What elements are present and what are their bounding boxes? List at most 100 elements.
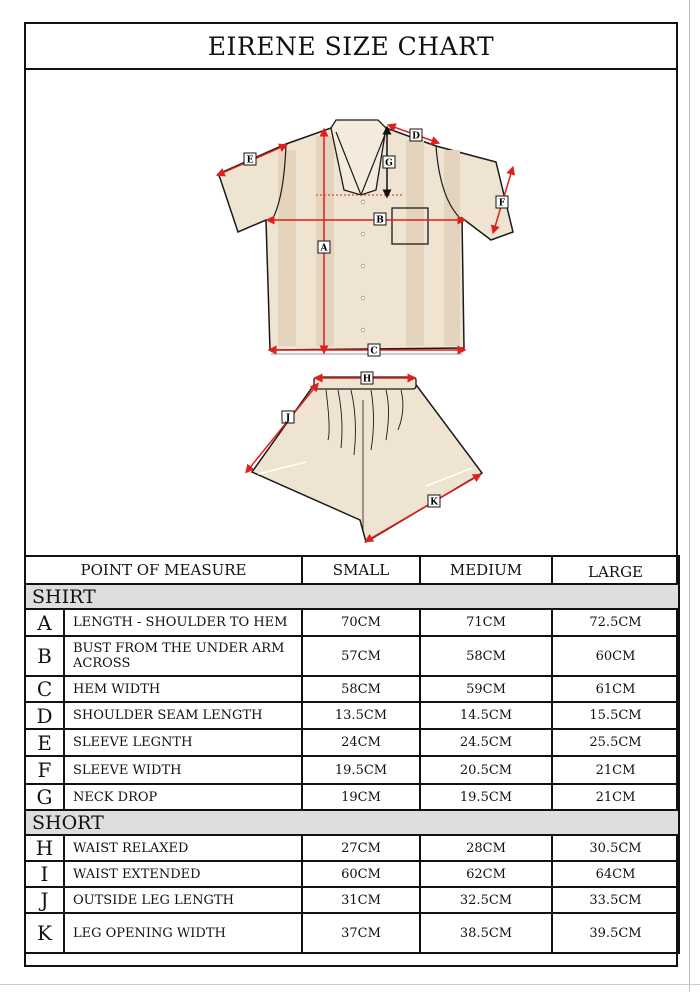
diagram-label-h: H	[360, 371, 374, 385]
value-large: 30.5CM	[551, 834, 680, 862]
diagram-label-b: B	[373, 212, 387, 226]
value-medium: 20.5CM	[419, 755, 553, 785]
header-medium: MEDIUM	[419, 555, 553, 585]
value-medium: 28CM	[419, 834, 553, 862]
value-small: 37CM	[301, 912, 421, 954]
measure-code: H	[24, 834, 65, 862]
value-medium: 38.5CM	[419, 912, 553, 954]
diagram-label-text: A	[320, 244, 329, 254]
diagram-label-g: G	[382, 155, 396, 169]
value-medium: 24.5CM	[419, 728, 553, 757]
table-row: C HEM WIDTH 58CM 59CM 61CM	[24, 675, 680, 703]
value-large: 39.5CM	[551, 912, 680, 954]
measure-label: NECK DROP	[63, 783, 303, 811]
value-medium: 32.5CM	[419, 886, 553, 914]
value-small: 57CM	[301, 635, 421, 677]
value-small: 58CM	[301, 675, 421, 703]
table-row: K LEG OPENING WIDTH 37CM 38.5CM 39.5CM	[24, 912, 680, 954]
pajama-illustration: A B C D E F G H J K	[215, 119, 516, 544]
measure-label: LENGTH - SHOULDER TO HEM	[63, 608, 303, 637]
value-large: 25.5CM	[551, 728, 680, 757]
measure-label: HEM WIDTH	[63, 675, 303, 703]
value-medium: 71CM	[419, 608, 553, 637]
value-large: 15.5CM	[551, 701, 680, 730]
section-title: SHORT	[24, 809, 680, 836]
header-large: LARGE	[551, 555, 680, 585]
diagram-label-text: D	[412, 132, 420, 142]
diagram-label-text: B	[376, 216, 384, 226]
header-point-of-measure: POINT OF MEASURE	[24, 555, 303, 585]
measure-label: BUST FROM THE UNDER ARM ACROSS	[63, 635, 303, 677]
value-large: 64CM	[551, 860, 680, 888]
diagram-label-text: F	[499, 199, 506, 209]
value-medium: 58CM	[419, 635, 553, 677]
measure-label: SLEEVE LEGNTH	[63, 728, 303, 757]
measure-code: I	[24, 860, 65, 888]
section-row-shirt: SHIRT	[24, 583, 680, 610]
measure-code: G	[24, 783, 65, 811]
diagram-label-text: E	[247, 156, 254, 166]
measure-code: K	[24, 912, 65, 954]
diagram-label-text: K	[430, 498, 439, 508]
diagram-label-text: G	[385, 159, 393, 169]
value-large: 21CM	[551, 783, 680, 811]
table-row: I WAIST EXTENDED 60CM 62CM 64CM	[24, 860, 680, 888]
table-header-row: POINT OF MEASURE SMALL MEDIUM LARGE	[24, 555, 680, 585]
value-medium: 14.5CM	[419, 701, 553, 730]
table-row: H WAIST RELAXED 27CM 28CM 30.5CM	[24, 834, 680, 862]
value-large: 21CM	[551, 755, 680, 785]
diagram-label-k: K	[427, 494, 441, 508]
diagram-label-c: C	[367, 343, 381, 357]
value-small: 31CM	[301, 886, 421, 914]
page-edge	[689, 0, 690, 992]
table-row: J OUTSIDE LEG LENGTH 31CM 32.5CM 33.5CM	[24, 886, 680, 914]
value-medium: 19.5CM	[419, 783, 553, 811]
value-large: 61CM	[551, 675, 680, 703]
diagram-label-a: A	[317, 240, 331, 254]
diagram-label-text: H	[363, 375, 372, 385]
garment-diagram: A B C D E F G H J K	[26, 70, 676, 557]
measure-label: LEG OPENING WIDTH	[63, 912, 303, 954]
header-small: SMALL	[301, 555, 421, 585]
measure-label: OUTSIDE LEG LENGTH	[63, 886, 303, 914]
diagram-label-d: D	[409, 128, 423, 142]
page-title: EIRENE SIZE CHART	[26, 24, 676, 70]
diagram-label-e: E	[243, 152, 257, 166]
table-row: D SHOULDER SEAM LENGTH 13.5CM 14.5CM 15.5CM	[24, 701, 680, 730]
table-row: G NECK DROP 19CM 19.5CM 21CM	[24, 783, 680, 811]
measure-code: D	[24, 701, 65, 730]
value-medium: 62CM	[419, 860, 553, 888]
measure-code: J	[24, 886, 65, 914]
diagram-label-f: F	[495, 195, 509, 209]
value-small: 24CM	[301, 728, 421, 757]
measure-label: WAIST RELAXED	[63, 834, 303, 862]
measure-code: F	[24, 755, 65, 785]
value-large: 60CM	[551, 635, 680, 677]
table-row: E SLEEVE LEGNTH 24CM 24.5CM 25.5CM	[24, 728, 680, 757]
measure-label: WAIST EXTENDED	[63, 860, 303, 888]
value-large: 33.5CM	[551, 886, 680, 914]
diagram-label-text: J	[285, 414, 290, 424]
diagram-label-j: J	[281, 410, 295, 424]
size-chart: EIRENE SIZE CHART	[24, 22, 680, 967]
value-large: 72.5CM	[551, 608, 680, 637]
measure-code: A	[24, 608, 65, 637]
diagram-label-text: C	[370, 347, 377, 357]
value-small: 13.5CM	[301, 701, 421, 730]
section-title: SHIRT	[24, 583, 680, 610]
table-row: F SLEEVE WIDTH 19.5CM 20.5CM 21CM	[24, 755, 680, 785]
table-row: B BUST FROM THE UNDER ARM ACROSS 57CM 58CM 6…	[24, 635, 680, 677]
section-row-short: SHORT	[24, 809, 680, 836]
shorts-drawing	[250, 376, 484, 544]
value-small: 60CM	[301, 860, 421, 888]
table-row: A LENGTH - SHOULDER TO HEM 70CM 71CM 72.5CM	[24, 608, 680, 637]
value-small: 70CM	[301, 608, 421, 637]
measure-code: E	[24, 728, 65, 757]
value-small: 19.5CM	[301, 755, 421, 785]
measure-label: SLEEVE WIDTH	[63, 755, 303, 785]
measure-label: SHOULDER SEAM LENGTH	[63, 701, 303, 730]
value-small: 27CM	[301, 834, 421, 862]
measure-code: C	[24, 675, 65, 703]
value-small: 19CM	[301, 783, 421, 811]
value-medium: 59CM	[419, 675, 553, 703]
